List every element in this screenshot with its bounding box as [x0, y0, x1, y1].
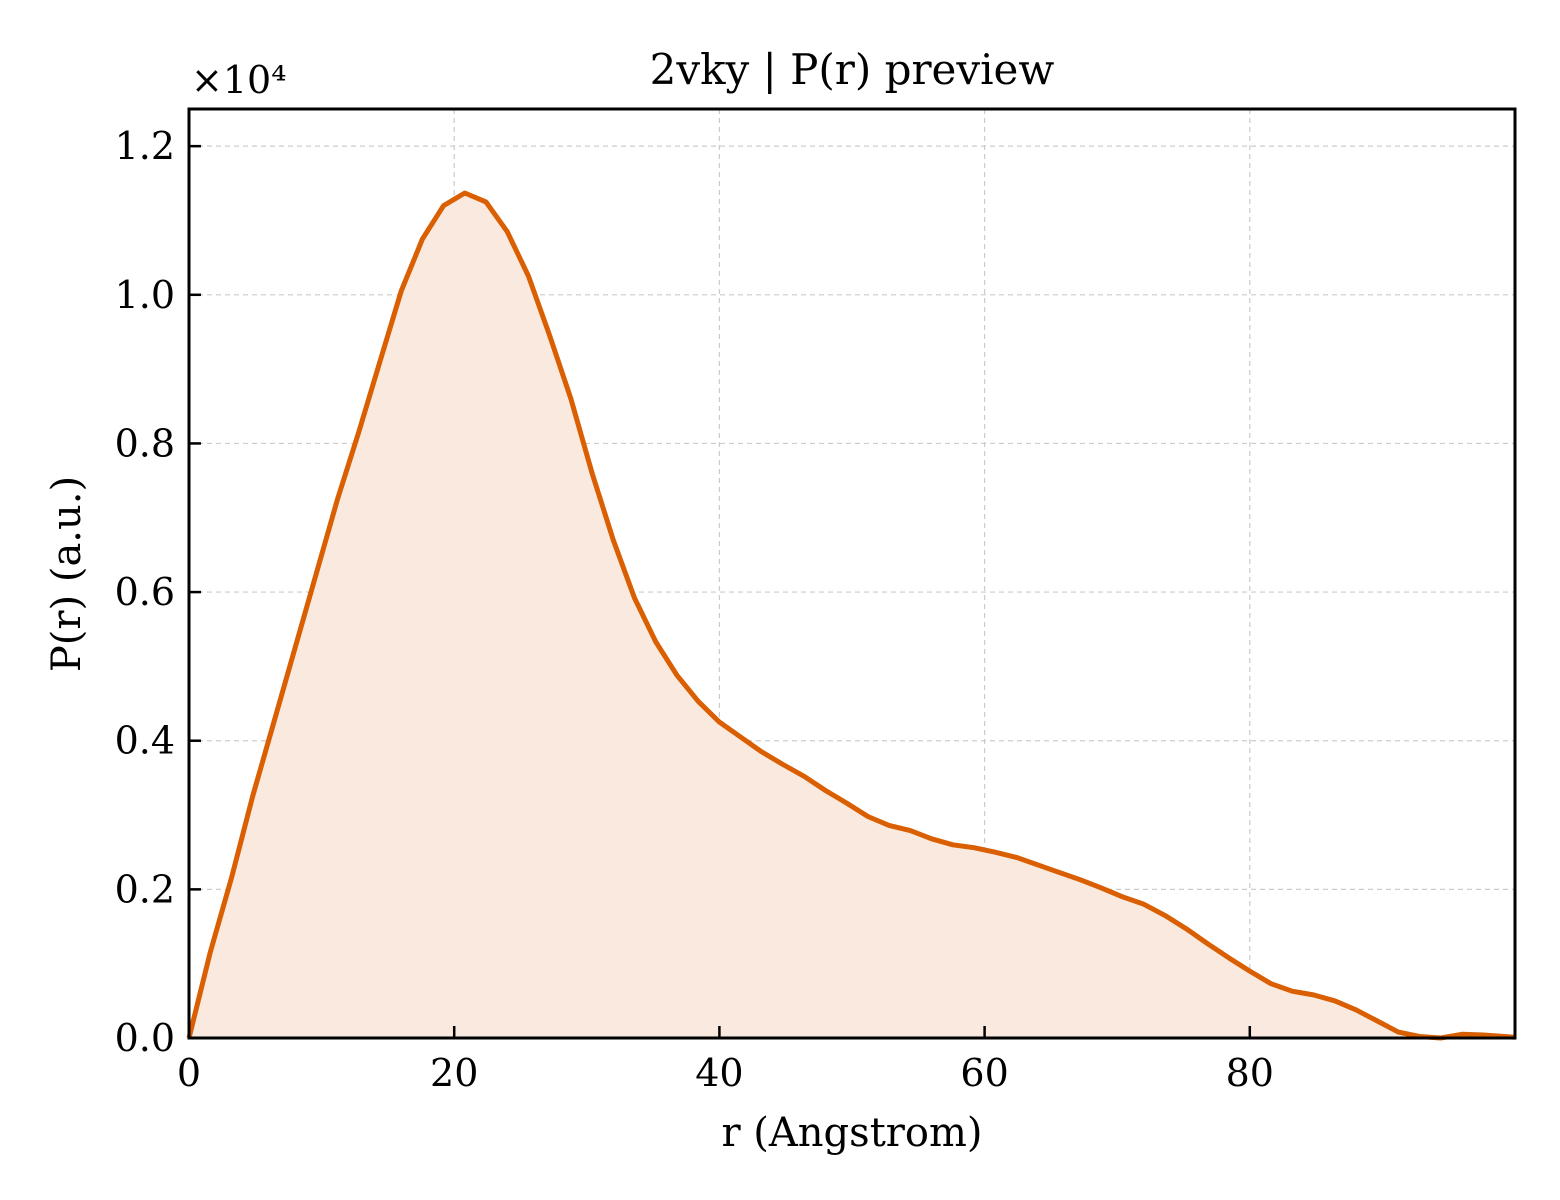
x-tick-label: 0 [177, 1051, 201, 1095]
pr-series-line [186, 190, 1516, 1041]
axis-ticks [187, 144, 1252, 1040]
plot-frame [187, 107, 1517, 1040]
y-tick-label: 0.8 [115, 421, 175, 465]
x-tick-label: 40 [695, 1051, 743, 1095]
y-axis-label: P(r) (a.u.) [44, 476, 90, 672]
y-tick-label: 1.2 [115, 124, 175, 168]
x-axis-label: r (Angstrom) [721, 1110, 982, 1156]
y-tick-label: 0.4 [115, 719, 175, 763]
tick-labels: 0 20 40 60 80 0.0 0.2 0.4 0.6 0.8 1.0 1.2 [115, 124, 1274, 1095]
pr-area-fill [189, 193, 1515, 1038]
y-tick-label: 0.2 [115, 867, 175, 911]
y-axis-multiplier: ×10⁴ [191, 58, 286, 102]
y-tick-label: 1.0 [115, 273, 175, 317]
chart-title: 2vky | P(r) preview [650, 45, 1055, 94]
x-tick-label: 20 [430, 1051, 478, 1095]
y-tick-label: 0.6 [115, 570, 175, 614]
x-tick-label: 80 [1226, 1051, 1274, 1095]
y-tick-label: 0.0 [115, 1016, 175, 1060]
x-tick-label: 60 [960, 1051, 1008, 1095]
